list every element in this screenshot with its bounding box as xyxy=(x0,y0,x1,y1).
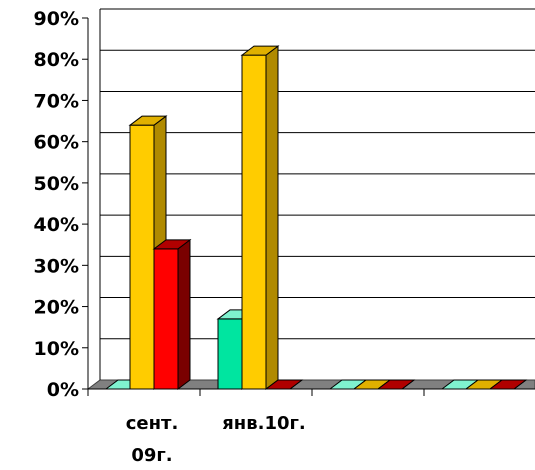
bar-top xyxy=(152,239,192,250)
x-axis: сент. 09г. янв.10г. xyxy=(87,388,535,466)
y-tick-label: 60% xyxy=(34,132,79,154)
y-tick-label: 90% xyxy=(34,8,79,30)
bar-front xyxy=(129,124,155,390)
y-tick-label: 10% xyxy=(34,338,79,360)
bar-top xyxy=(240,45,280,56)
bar-front xyxy=(217,318,243,390)
y-tick-label: 40% xyxy=(34,214,79,236)
y-tick-label: 20% xyxy=(34,297,79,319)
bar-side xyxy=(265,45,279,390)
y-tick-label: 70% xyxy=(34,90,79,112)
bar xyxy=(152,238,192,390)
x-category-label: янв.10г. xyxy=(222,413,306,434)
x-category-label: 09г. xyxy=(131,445,172,466)
bar-side xyxy=(177,238,191,390)
bar-top xyxy=(128,115,168,126)
y-tick-label: 0% xyxy=(47,379,79,401)
bar xyxy=(240,45,280,390)
bars xyxy=(104,45,528,390)
y-tick-label: 80% xyxy=(34,49,79,71)
y-tick-label: 50% xyxy=(34,173,79,195)
x-category-label: сент. xyxy=(126,413,179,434)
y-tick-label: 30% xyxy=(34,255,79,277)
bar-front xyxy=(153,248,179,390)
y-axis: 0% 10% 20% 30% 40% 50% 60% 70% 80% 90% xyxy=(34,8,101,401)
bar-front xyxy=(241,54,267,390)
